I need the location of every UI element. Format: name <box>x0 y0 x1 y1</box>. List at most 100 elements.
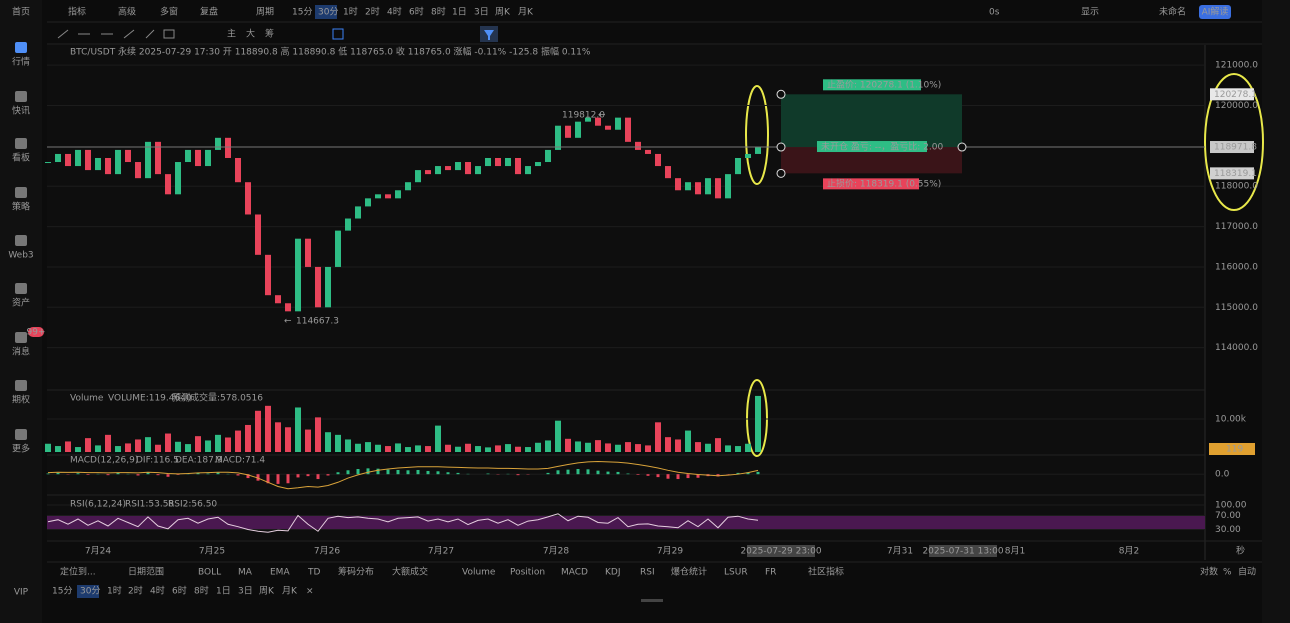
sub-indicator[interactable]: 爆仓统计 <box>671 566 707 578</box>
sidebar-item[interactable]: 行情 <box>12 56 30 68</box>
vip[interactable]: VIP <box>14 588 29 598</box>
indicator-shortcut[interactable]: 筹 <box>265 28 274 40</box>
sidebar-icon[interactable] <box>15 283 27 294</box>
sidebar-icon[interactable] <box>15 187 27 198</box>
interval[interactable]: 30分 <box>318 7 338 18</box>
bottom-interval[interactable]: 30分 <box>80 586 100 597</box>
volume-bar <box>215 434 221 452</box>
indicator-shortcut[interactable]: 主 <box>227 28 236 40</box>
ai-button-bg[interactable] <box>1199 5 1231 19</box>
bottom-interval[interactable]: 15分 <box>52 586 72 597</box>
sub-indicator[interactable]: KDJ <box>605 568 621 578</box>
range-button[interactable]: 日期范围 <box>128 566 164 578</box>
handle[interactable] <box>776 142 786 152</box>
interval[interactable]: 3日 <box>474 7 489 18</box>
scale-option[interactable]: % <box>1223 568 1232 578</box>
candle <box>295 238 301 312</box>
layout-name[interactable]: 未命名 <box>1159 6 1186 18</box>
sub-indicator[interactable]: Volume <box>462 568 496 578</box>
sidebar-icon[interactable] <box>15 429 27 440</box>
toolbar-item[interactable]: 指标 <box>68 6 86 18</box>
sidebar-item[interactable]: Web3 <box>8 251 33 261</box>
handle[interactable] <box>957 142 967 152</box>
sidebar-item[interactable]: 消息 <box>12 346 30 358</box>
sidebar-icon[interactable] <box>15 332 27 343</box>
sidebar-item[interactable]: 快讯 <box>12 105 30 117</box>
handle[interactable] <box>776 89 786 99</box>
bottom-interval[interactable]: 6时 <box>172 585 187 597</box>
interval[interactable]: 月K <box>518 7 534 18</box>
tool-icon[interactable] <box>57 29 69 39</box>
sub-indicator[interactable]: FR <box>765 568 776 578</box>
toolbar-item[interactable]: 高级 <box>118 6 136 18</box>
sub-indicator[interactable]: 社区指标 <box>808 566 844 578</box>
volume-bar <box>185 444 191 452</box>
display-button[interactable]: 显示 <box>1081 7 1099 18</box>
tool-icon[interactable] <box>123 29 135 39</box>
home-label[interactable]: 首页 <box>12 6 30 18</box>
axis-unit: 秒 <box>1236 545 1245 557</box>
bottom-interval[interactable]: 1时 <box>107 585 122 597</box>
main-indicator[interactable]: EMA <box>270 568 290 578</box>
sidebar-item[interactable]: 看板 <box>12 152 30 164</box>
interval[interactable]: 1时 <box>343 6 358 18</box>
bottom-interval[interactable]: 3日 <box>238 586 253 597</box>
main-indicator[interactable]: TD <box>307 568 320 578</box>
sidebar-icon[interactable] <box>15 235 27 246</box>
bottom-interval[interactable]: 1日 <box>216 586 231 597</box>
scale-option[interactable]: 自动 <box>1238 566 1256 578</box>
interval[interactable]: 1日 <box>452 7 467 18</box>
sidebar-icon[interactable] <box>15 380 27 391</box>
main-indicator[interactable]: 大额成交 <box>392 566 428 578</box>
interval[interactable]: 8时 <box>431 6 446 18</box>
sl-label-bg <box>823 178 919 190</box>
sidebar-item[interactable]: 期权 <box>12 394 30 406</box>
main-indicator[interactable]: MA <box>238 568 253 578</box>
interval[interactable]: 15分 <box>292 7 312 18</box>
macd-bar <box>646 474 650 476</box>
tool-icon[interactable] <box>145 29 155 39</box>
handle[interactable] <box>776 168 786 178</box>
take-profit-zone <box>781 94 962 148</box>
interval[interactable]: 4时 <box>387 6 402 18</box>
sidebar-item[interactable]: 更多 <box>12 443 30 455</box>
cursor-label: 2025-07-31 13:00 <box>922 547 1003 557</box>
candle <box>455 162 461 171</box>
macd-bar <box>276 474 280 484</box>
close-button[interactable]: × <box>306 587 314 597</box>
sub-indicator[interactable]: MACD <box>561 568 588 578</box>
sub-indicator[interactable]: LSUR <box>724 568 748 578</box>
sub-indicator[interactable]: RSI <box>640 568 655 578</box>
candle <box>395 190 401 199</box>
candle <box>125 149 131 163</box>
volume-bar <box>595 440 601 452</box>
sub-indicator[interactable]: Position <box>510 568 545 578</box>
interval[interactable]: 周K <box>495 7 511 18</box>
bottom-interval[interactable]: 月K <box>282 586 298 597</box>
interval[interactable]: 2时 <box>365 6 380 18</box>
sidebar-item[interactable]: 资产 <box>12 297 30 309</box>
tool-icon[interactable] <box>332 28 344 40</box>
bottom-interval[interactable]: 4时 <box>150 585 165 597</box>
resize-handle[interactable] <box>641 599 663 602</box>
bottom-interval[interactable]: 周K <box>259 586 275 597</box>
indicator-shortcut[interactable]: 大 <box>246 28 255 40</box>
bottom-interval[interactable]: 2时 <box>128 585 143 597</box>
interval[interactable]: 6时 <box>409 6 424 18</box>
sidebar-icon[interactable] <box>15 138 27 149</box>
locate-button[interactable]: 定位到... <box>60 566 96 578</box>
filter-icon[interactable] <box>484 30 494 40</box>
sidebar-icon[interactable] <box>15 42 27 53</box>
candle <box>405 182 411 191</box>
tool-icon[interactable] <box>163 29 175 39</box>
toolbar-item[interactable]: 多窗 <box>160 6 178 18</box>
sidebar-item[interactable]: 策略 <box>12 201 30 213</box>
sidebar-icon[interactable] <box>15 91 27 102</box>
toolbar-item[interactable]: 复盘 <box>200 6 218 18</box>
bottom-interval[interactable]: 8时 <box>194 585 209 597</box>
main-indicator[interactable]: BOLL <box>198 568 221 578</box>
ai-button[interactable]: AI解读 <box>1202 6 1229 18</box>
toolbar-item[interactable]: 周期 <box>256 7 274 18</box>
scale-option[interactable]: 对数 <box>1200 566 1218 578</box>
main-indicator[interactable]: 筹码分布 <box>338 566 374 578</box>
